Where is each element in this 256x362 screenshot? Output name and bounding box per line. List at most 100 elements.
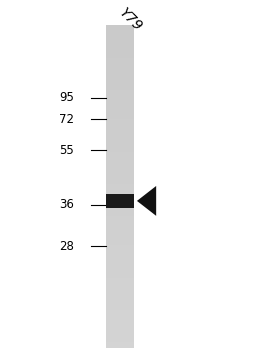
Bar [106,92,134,95]
Bar [106,60,134,63]
Bar [106,291,134,294]
Text: 28: 28 [59,240,74,253]
Bar [106,334,134,337]
Bar [106,289,134,291]
Bar [106,109,134,111]
Bar [106,307,134,310]
Bar [106,205,134,208]
Bar [106,186,134,189]
Bar [106,44,134,47]
Bar [106,111,134,114]
Text: 36: 36 [59,198,74,211]
Bar [106,224,134,227]
Bar [106,232,134,235]
Bar [106,345,134,348]
Bar [106,248,134,251]
Bar [106,76,134,79]
Bar [106,28,134,31]
Bar [106,318,134,321]
Bar [106,272,134,275]
Bar [106,33,134,36]
Bar [106,194,134,197]
Bar [106,125,134,127]
Bar [106,264,134,267]
Bar [106,253,134,256]
Text: 95: 95 [59,91,74,104]
Bar [106,84,134,87]
Bar [106,337,134,340]
Bar [106,230,134,232]
Bar [106,171,134,173]
Bar [106,66,134,68]
Bar [106,294,134,296]
Bar [106,42,134,44]
Bar [106,184,134,186]
Bar [106,79,134,82]
Bar [106,138,134,141]
Bar [106,130,134,133]
Bar [106,74,134,76]
Bar [106,213,134,216]
Bar [106,240,134,243]
Bar [106,135,134,138]
Bar [106,141,134,143]
Bar [106,63,134,66]
Bar [106,194,134,208]
Bar [106,39,134,41]
Bar [106,50,134,52]
Bar [106,119,134,122]
Bar [106,278,134,281]
Bar [106,58,134,60]
Bar [106,342,134,345]
Bar [106,25,134,28]
Bar [106,87,134,90]
Bar [106,283,134,286]
Bar [106,143,134,146]
Bar [106,270,134,272]
Bar [106,286,134,289]
Bar [106,227,134,230]
Bar [106,149,134,152]
Bar [106,95,134,98]
Bar [106,235,134,237]
Bar [106,127,134,130]
Bar [106,332,134,334]
Bar [106,98,134,101]
Bar [106,55,134,58]
Bar [106,313,134,315]
Bar [106,31,134,33]
Bar [106,321,134,323]
Polygon shape [137,186,156,216]
Bar [106,211,134,213]
Bar [106,47,134,50]
Bar [106,197,134,200]
Text: Y79: Y79 [116,5,145,34]
Bar [106,256,134,259]
Bar [106,122,134,125]
Bar [106,267,134,270]
Bar [106,36,134,39]
Bar [106,245,134,248]
Bar [106,103,134,106]
Bar [106,302,134,304]
Bar [106,315,134,318]
Bar [106,189,134,192]
Bar [106,82,134,84]
Bar [106,117,134,119]
Bar [106,178,134,181]
Bar [106,326,134,329]
Bar [106,192,134,194]
Bar [106,237,134,240]
Bar [106,259,134,262]
Bar [106,133,134,135]
Bar [106,304,134,307]
Bar [106,203,134,205]
Bar [106,329,134,332]
Bar [106,243,134,245]
Bar [106,165,134,168]
Bar [106,281,134,283]
Text: 72: 72 [59,113,74,126]
Bar [106,323,134,326]
Bar [106,176,134,178]
Bar [106,90,134,92]
